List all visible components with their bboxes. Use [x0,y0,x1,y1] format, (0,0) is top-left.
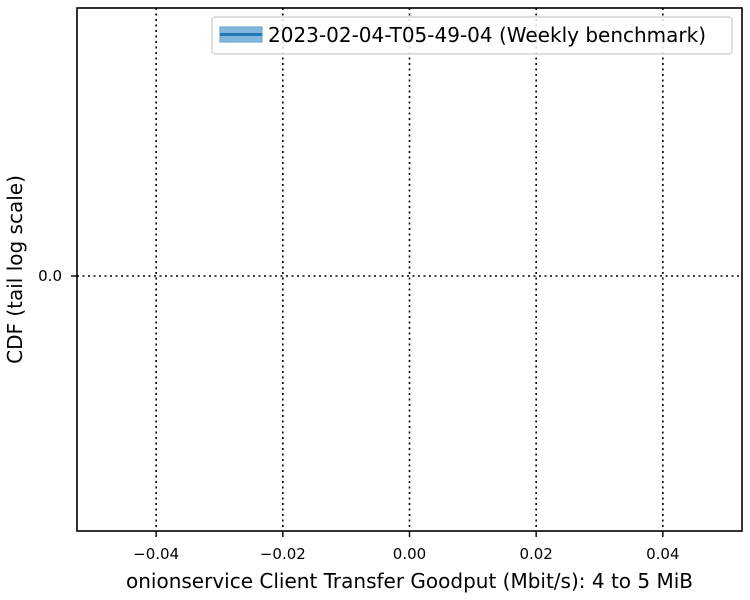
x-tick-label: −0.04 [133,545,179,563]
x-tick-label: 0.04 [646,545,679,563]
legend: 2023-02-04-T05-49-04 (Weekly benchmark) [211,16,733,55]
x-axis: −0.04 −0.02 0.00 0.02 0.04 [133,531,680,563]
legend-frame [211,16,733,55]
x-axis-label: onionservice Client Transfer Goodput (Mb… [126,569,693,593]
y-axis: 0.0 [38,267,77,285]
x-tick-label: 0.02 [519,545,552,563]
y-tick-label: 0.0 [38,267,62,285]
x-tick-label: 0.00 [393,545,426,563]
x-tick-label: −0.02 [260,545,306,563]
y-axis-label: CDF (tail log scale) [3,175,27,364]
legend-series-label: 2023-02-04-T05-49-04 (Weekly benchmark) [268,23,706,47]
grid-lines [77,8,742,531]
